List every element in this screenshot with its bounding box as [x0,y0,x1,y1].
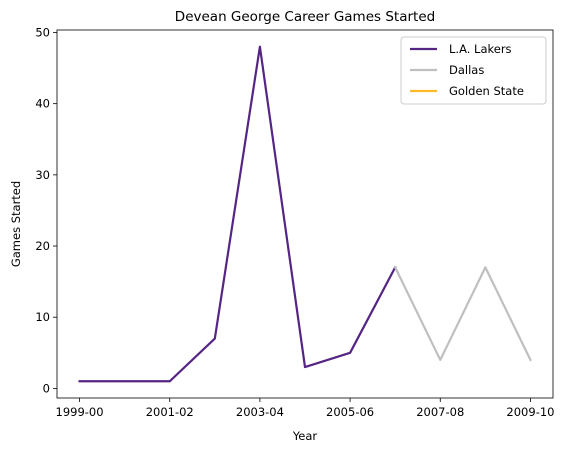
y-tick-label: 40 [35,97,50,111]
y-tick-label: 50 [35,25,50,39]
series-line-1 [393,265,532,362]
x-tick-label: 2001-02 [146,405,194,419]
x-axis-ticks: 1999-00 2001-02 2003-04 2005-06 2007-08 2009-… [56,398,554,419]
y-tick-label: 10 [35,310,50,324]
series-lines [78,45,532,383]
x-tick-label: 2009-10 [506,405,554,419]
x-tick-label: 1999-00 [56,405,104,419]
chart-title: Devean George Career Games Started [175,9,435,25]
x-axis-label: Year [292,429,318,443]
legend-label-0: L.A. Lakers [449,42,512,56]
x-tick-label: 2007-08 [416,405,464,419]
x-tick-label: 2003-04 [236,405,284,419]
y-axis-ticks: 0 10 20 30 40 50 [35,25,57,395]
series-line-0 [78,45,397,383]
y-tick-label: 0 [43,381,50,395]
legend-label-1: Dallas [449,63,484,77]
legend-label-2: Golden State [449,84,524,98]
y-axis-label: Games Started [9,181,23,267]
x-tick-label: 2005-06 [326,405,374,419]
legend: L.A. Lakers Dallas Golden State [400,36,547,105]
legend-frame [400,36,547,105]
y-tick-label: 20 [35,239,50,253]
y-tick-label: 30 [35,168,50,182]
